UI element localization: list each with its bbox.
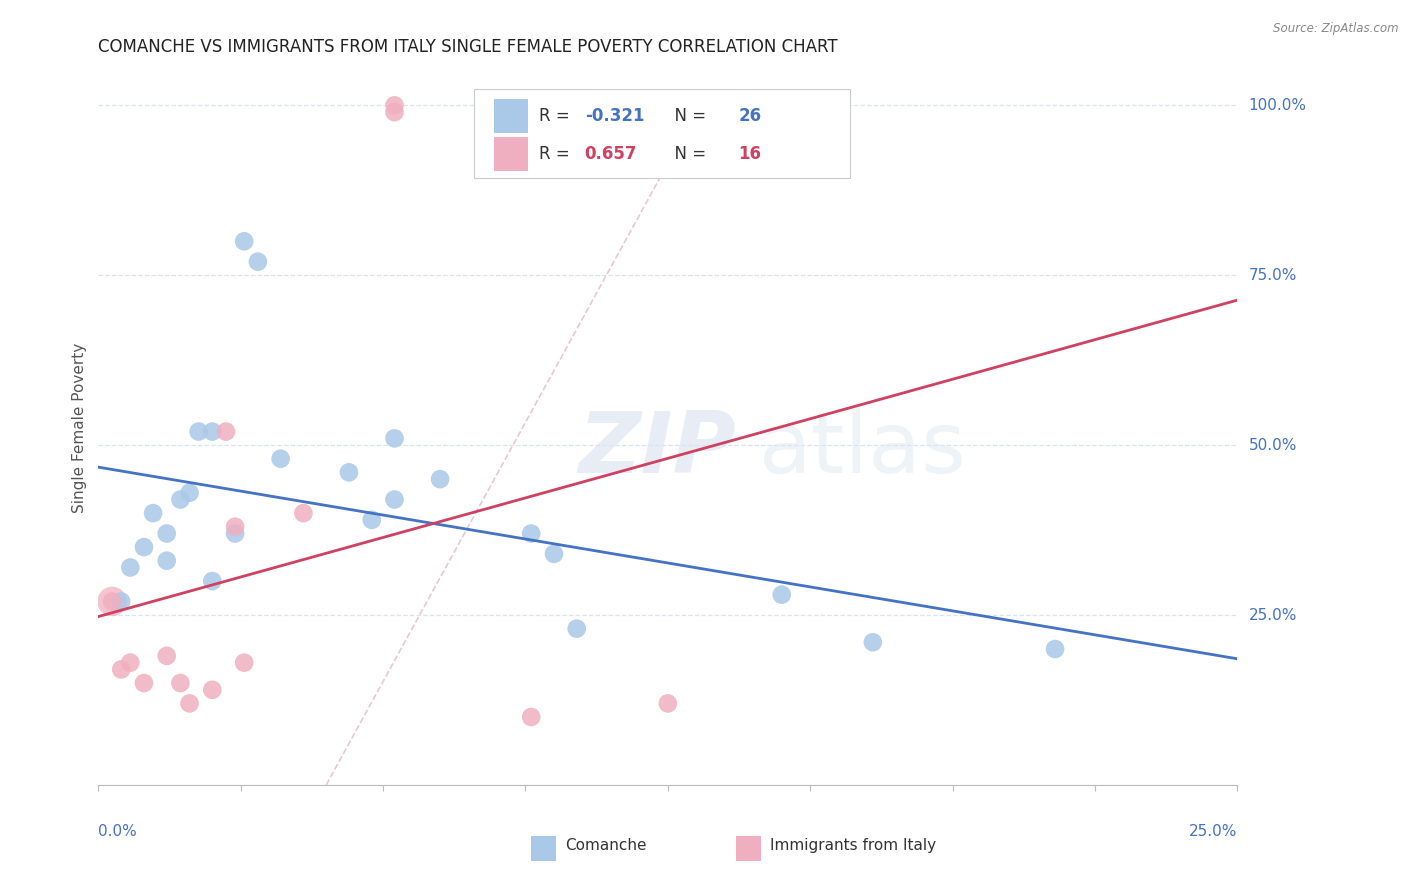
Point	[270, 451, 292, 466]
Text: ZIP: ZIP	[578, 408, 737, 491]
Point	[520, 526, 543, 541]
Point	[384, 105, 406, 120]
Point	[169, 492, 191, 507]
Point	[120, 560, 142, 574]
Point	[770, 588, 793, 602]
Text: COMANCHE VS IMMIGRANTS FROM ITALY SINGLE FEMALE POVERTY CORRELATION CHART: COMANCHE VS IMMIGRANTS FROM ITALY SINGLE…	[98, 38, 838, 56]
Point	[543, 547, 565, 561]
Point	[101, 594, 124, 608]
Point	[201, 682, 224, 697]
Point	[142, 506, 165, 520]
Point	[233, 656, 256, 670]
Point	[110, 594, 132, 608]
Point	[215, 425, 238, 439]
Bar	[494, 99, 527, 133]
Text: 25.0%: 25.0%	[1249, 607, 1296, 623]
Point	[156, 554, 179, 568]
Point	[429, 472, 451, 486]
Point	[520, 710, 543, 724]
Text: R =: R =	[538, 107, 575, 125]
Text: Immigrants from Italy: Immigrants from Italy	[770, 838, 936, 853]
Point	[1043, 642, 1066, 657]
Bar	[531, 836, 557, 862]
Text: 26: 26	[738, 107, 762, 125]
Point	[384, 492, 406, 507]
Point	[169, 676, 191, 690]
Point	[110, 662, 132, 676]
Point	[156, 648, 179, 663]
Point	[246, 254, 269, 268]
Text: 50.0%: 50.0%	[1249, 438, 1296, 452]
Point	[657, 697, 679, 711]
Point	[120, 656, 142, 670]
Point	[101, 594, 124, 608]
Text: 0.0%: 0.0%	[98, 824, 138, 839]
Point	[187, 425, 209, 439]
Point	[384, 98, 406, 112]
Point	[132, 540, 155, 554]
Text: 16: 16	[738, 145, 762, 163]
FancyBboxPatch shape	[474, 89, 851, 178]
Point	[384, 431, 406, 445]
Point	[179, 485, 201, 500]
Text: 25.0%: 25.0%	[1189, 824, 1237, 839]
Y-axis label: Single Female Poverty: Single Female Poverty	[72, 343, 87, 513]
Text: 0.657: 0.657	[585, 145, 637, 163]
Text: N =: N =	[665, 145, 711, 163]
Point	[360, 513, 382, 527]
Text: atlas: atlas	[759, 408, 967, 491]
Point	[132, 676, 155, 690]
Point	[292, 506, 315, 520]
Text: Source: ZipAtlas.com: Source: ZipAtlas.com	[1274, 22, 1399, 36]
Point	[156, 526, 179, 541]
Point	[862, 635, 884, 649]
Point	[179, 697, 201, 711]
Text: N =: N =	[665, 107, 711, 125]
Point	[201, 425, 224, 439]
Bar	[494, 137, 527, 171]
Text: 75.0%: 75.0%	[1249, 268, 1296, 283]
Point	[201, 574, 224, 588]
Point	[565, 622, 588, 636]
Text: 100.0%: 100.0%	[1249, 98, 1306, 113]
Point	[233, 234, 256, 248]
Point	[224, 526, 246, 541]
Point	[224, 519, 246, 533]
Text: -0.321: -0.321	[585, 107, 644, 125]
Point	[337, 466, 360, 480]
Text: R =: R =	[538, 145, 575, 163]
Text: Comanche: Comanche	[565, 838, 647, 853]
Bar	[737, 836, 761, 862]
